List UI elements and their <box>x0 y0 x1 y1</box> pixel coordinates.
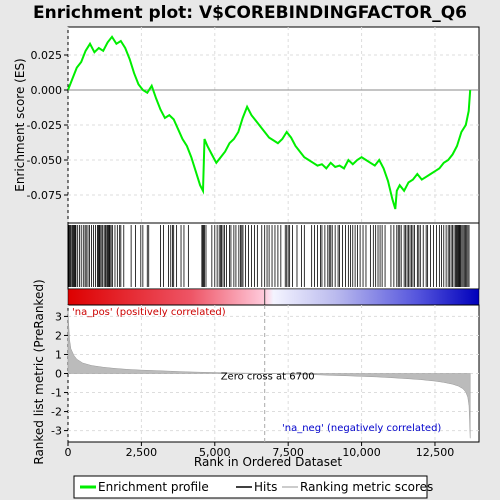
es-grid <box>67 27 479 223</box>
metric-tick-label: 3 <box>55 310 62 323</box>
metric-tick-label: 1 <box>55 348 62 361</box>
x-tick-label: 12,500 <box>416 446 455 459</box>
es-tick-label: -0.050 <box>27 154 62 167</box>
x-tick-label: 7,500 <box>272 446 304 459</box>
hits-panel <box>67 222 480 290</box>
x-ticks: 0 2,500 5,000 7,500 10,000 12,500 <box>65 442 455 459</box>
x-tick-label: 2,500 <box>126 446 158 459</box>
metric-tick-label: 0 <box>55 368 62 381</box>
es-tick-label: 0.025 <box>31 49 63 62</box>
legend-label-metric: Ranking metric scores <box>300 480 433 494</box>
legend-label-hits: Hits <box>254 480 277 494</box>
legend: Enrichment profile Hits Ranking metric s… <box>73 475 433 499</box>
chart-title: Enrichment plot: V$COREBINDINGFACTOR_Q6 <box>33 3 467 23</box>
es-tick-label: -0.075 <box>27 189 62 202</box>
es-tick-label: -0.025 <box>27 119 62 132</box>
metric-tick-label: -3 <box>51 425 62 438</box>
zero-cross-label: Zero cross at 6700 <box>221 372 315 383</box>
positive-correlation-label: 'na_pos' (positively correlated) <box>72 307 226 318</box>
enrichment-profile-line <box>67 35 472 210</box>
rank-color-bar <box>67 288 480 306</box>
x-tick-label: 10,000 <box>342 446 381 459</box>
es-y-label: Enrichment score (ES) <box>13 58 27 191</box>
x-tick-label: 5,000 <box>199 446 231 459</box>
metric-tick-label: -2 <box>51 406 62 419</box>
es-tick-label: 0.000 <box>31 84 63 97</box>
metric-tick-label: 2 <box>55 329 62 342</box>
x-tick-label: 0 <box>65 446 72 459</box>
legend-label-enrichment: Enrichment profile <box>98 480 209 494</box>
metric-tick-label: -1 <box>51 387 62 400</box>
hit-markers <box>68 225 470 287</box>
negative-correlation-label: 'na_neg' (negatively correlated) <box>282 423 441 434</box>
metric-y-ticks: -3 -2 -1 0 1 2 3 <box>51 310 68 438</box>
ranking-metric-area <box>67 310 471 439</box>
x-axis-label: Rank in Ordered Dataset <box>194 455 342 469</box>
es-y-ticks: -0.075 -0.050 -0.025 0.000 0.025 <box>27 49 68 202</box>
metric-y-label: Ranked list metric (PreRanked) <box>32 279 46 464</box>
